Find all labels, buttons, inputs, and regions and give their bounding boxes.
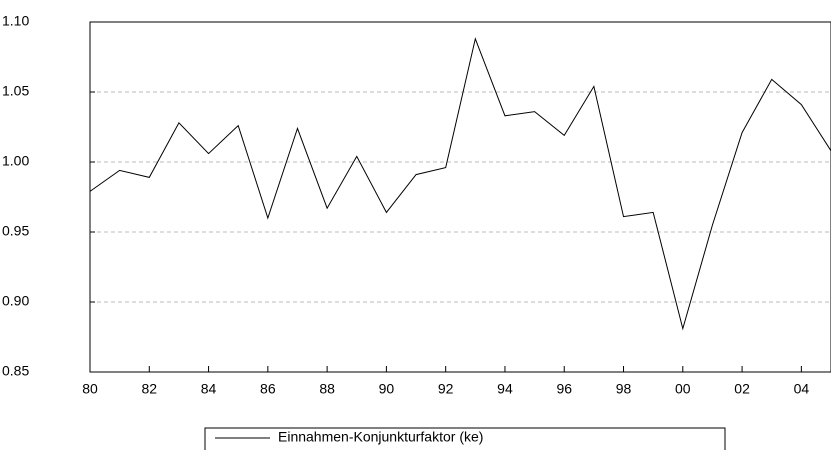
- y-tick-label: 0.85: [2, 363, 29, 379]
- y-tick-label: 0.90: [2, 293, 29, 309]
- x-tick-label: 88: [319, 381, 335, 397]
- x-tick-label: 82: [141, 381, 157, 397]
- legend-label: Einnahmen-Konjunkturfaktor (ke): [278, 429, 483, 445]
- y-tick-label: 0.95: [2, 223, 29, 239]
- x-tick-label: 98: [616, 381, 632, 397]
- x-tick-label: 04: [794, 381, 810, 397]
- x-tick-label: 92: [438, 381, 454, 397]
- x-tick-label: 00: [675, 381, 691, 397]
- x-tick-label: 94: [497, 381, 513, 397]
- legend-box: [204, 427, 726, 450]
- x-tick-label: 84: [201, 381, 217, 397]
- series-line: [89, 37, 831, 331]
- x-tick-label: 02: [734, 381, 750, 397]
- x-tick-label: 80: [82, 381, 98, 397]
- x-tick-label: 90: [379, 381, 395, 397]
- plot-frame: [89, 21, 831, 373]
- y-tick-label: 1.00: [2, 153, 29, 169]
- y-tick-label: 1.05: [2, 83, 29, 99]
- x-tick-label: 96: [556, 381, 572, 397]
- x-tick-label: 86: [260, 381, 276, 397]
- y-tick-label: 1.10: [2, 13, 29, 29]
